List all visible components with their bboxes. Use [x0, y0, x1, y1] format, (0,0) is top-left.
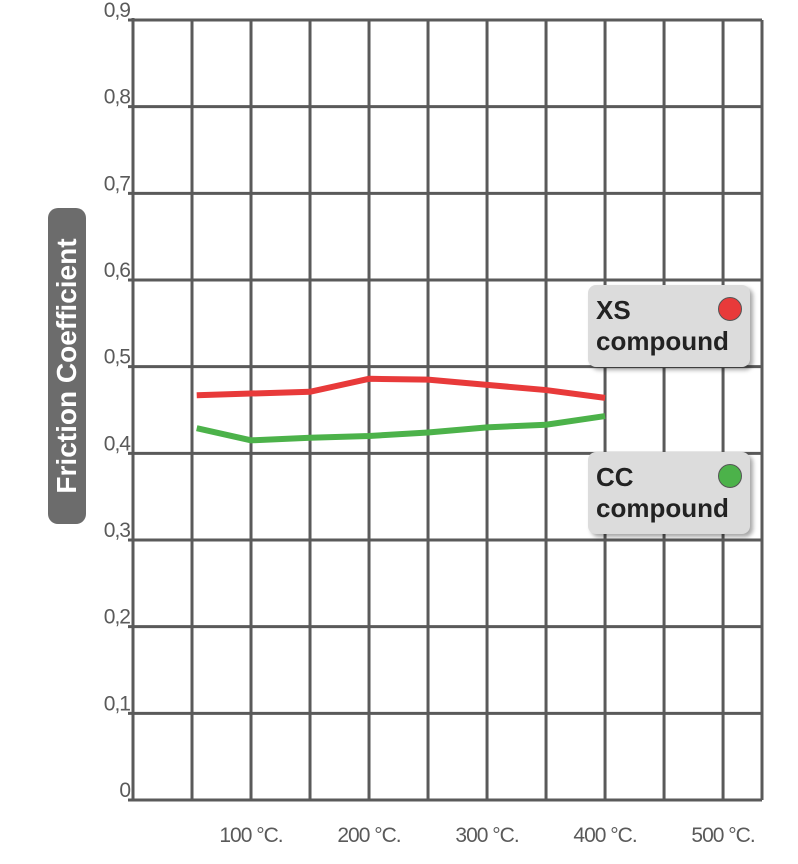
- y-axis-label: Friction Coefficient: [51, 238, 82, 494]
- x-tick-label: 500 °C.: [691, 824, 754, 847]
- legend-swatch: [718, 297, 742, 321]
- y-tick-label: 0,7: [104, 172, 131, 195]
- legend-item: CC compound: [588, 452, 750, 534]
- y-tick-label: 0,8: [104, 86, 131, 109]
- y-label-box: Friction Coefficient: [48, 208, 86, 524]
- legend-item: XS compound: [588, 285, 750, 367]
- y-tick-label: 0,2: [104, 606, 131, 629]
- x-tick-label: 100 °C.: [219, 824, 282, 847]
- legend-label: CC compound: [596, 462, 729, 523]
- legend-label: XS compound: [596, 295, 729, 356]
- x-tick-label: 300 °C.: [455, 824, 518, 847]
- legend-swatch: [718, 464, 742, 488]
- y-tick-label: 0,9: [104, 0, 131, 22]
- series-line: [196, 413, 606, 444]
- y-tick-label: 0: [119, 779, 130, 802]
- x-tick-label: 200 °C.: [337, 824, 400, 847]
- y-tick-label: 0,4: [104, 432, 132, 455]
- series-line: [196, 375, 606, 401]
- y-tick-label: 0,6: [104, 259, 131, 282]
- y-tick-label: 0,3: [104, 519, 131, 542]
- y-tick-label: 0,5: [104, 346, 131, 369]
- x-tick-label: 400 °C.: [573, 824, 636, 847]
- y-tick-label: 0,1: [104, 692, 131, 715]
